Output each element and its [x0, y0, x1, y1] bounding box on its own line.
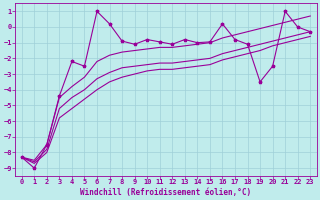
X-axis label: Windchill (Refroidissement éolien,°C): Windchill (Refroidissement éolien,°C): [80, 188, 252, 197]
